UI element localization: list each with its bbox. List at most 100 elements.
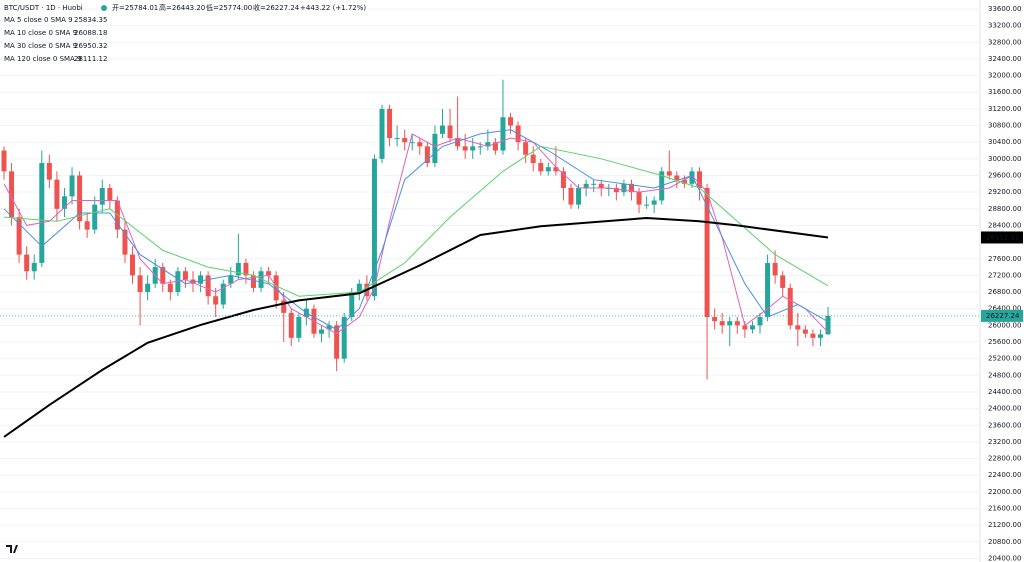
moving-average-line	[3, 129, 829, 331]
candle-body	[266, 271, 272, 276]
candle-body	[145, 283, 151, 293]
legend-name: MA 5 close 0 SMA 9	[4, 16, 73, 24]
candle-body	[636, 192, 642, 205]
last-price-badge	[981, 309, 1023, 322]
candle-body	[220, 283, 226, 305]
candle-body	[356, 283, 362, 293]
candle-body	[288, 312, 294, 338]
candle-body	[485, 142, 491, 147]
candle-body	[644, 204, 650, 206]
y-tick-label: 23600.00	[988, 421, 1021, 429]
candle-body	[500, 117, 506, 151]
candle-body	[674, 175, 680, 180]
y-tick-label: 22000.00	[988, 488, 1021, 496]
y-tick-label: 20400.00	[988, 554, 1021, 562]
candle-body	[190, 279, 196, 284]
candle-body	[795, 325, 801, 330]
y-tick-label: 33200.00	[988, 22, 1021, 30]
candle-body	[568, 187, 574, 205]
candle-body	[462, 146, 468, 151]
candle-body	[508, 117, 514, 126]
candle-body	[576, 187, 582, 205]
candle-body	[432, 133, 438, 164]
candle-body	[681, 179, 687, 184]
legend-value: 25834.35	[74, 16, 107, 24]
candle-body	[92, 204, 98, 230]
candle-body	[583, 183, 589, 188]
candle-body	[621, 183, 627, 193]
candle-body	[31, 262, 37, 272]
candle-body	[349, 292, 355, 318]
candle-body	[205, 275, 211, 297]
candle-body	[235, 262, 241, 276]
candle-body	[54, 179, 60, 209]
symbol: BTC/USDT · 1D · Huobi	[4, 4, 83, 12]
candle-body	[326, 325, 332, 330]
candle-body	[545, 167, 551, 172]
candle-body	[258, 271, 264, 288]
y-tick-label: 30000.00	[988, 155, 1021, 163]
candle-body	[341, 317, 347, 359]
ohlc-value: 高=26443.20	[159, 3, 205, 12]
candle-body	[538, 163, 544, 172]
ma-label: 28111.12	[986, 233, 1019, 241]
y-tick-label: 22400.00	[988, 471, 1021, 479]
candle-body	[46, 163, 52, 180]
candle-body	[99, 187, 105, 205]
candle-body	[757, 317, 763, 326]
status-dot	[101, 5, 107, 11]
candle-body	[61, 196, 67, 209]
candle-body	[689, 171, 695, 184]
y-tick-label: 32000.00	[988, 72, 1021, 80]
candle-body	[560, 171, 566, 188]
candle-body	[651, 200, 657, 205]
candle-body	[296, 317, 302, 338]
candle-body	[319, 329, 325, 334]
candle-body	[470, 146, 476, 151]
candle-body	[719, 321, 725, 326]
legend-name: MA 10 close 0 SMA 9	[4, 29, 77, 37]
candle-body	[727, 321, 733, 326]
y-tick-label: 23200.00	[988, 438, 1021, 446]
candle-body	[243, 262, 249, 276]
candle-body	[553, 167, 559, 172]
candle-body	[107, 187, 113, 201]
candle-body	[371, 158, 377, 297]
y-tick-label: 22800.00	[988, 455, 1021, 463]
candle-body	[160, 267, 166, 284]
legend-name: MA 120 close 0 SMA 9	[4, 55, 82, 63]
y-tick-label: 27200.00	[988, 271, 1021, 279]
candle-body	[417, 142, 423, 147]
candle-body	[281, 300, 287, 313]
y-tick-label: 21600.00	[988, 505, 1021, 513]
y-tick-label: 30800.00	[988, 122, 1021, 130]
candle-body	[455, 138, 461, 147]
candle-body	[666, 171, 672, 176]
ohlc-value: 开=25784.01	[112, 4, 158, 12]
tv-logo	[6, 545, 18, 553]
candle-body	[175, 271, 181, 293]
ohlc-value: 收=26227.24	[253, 3, 300, 12]
candle-body	[228, 275, 234, 284]
moving-average-line	[3, 145, 829, 297]
candle-body	[16, 217, 22, 255]
candle-body	[613, 187, 619, 193]
candle-body	[712, 317, 718, 322]
y-tick-label: 24800.00	[988, 371, 1021, 379]
y-tick-label: 24000.00	[988, 405, 1021, 413]
moving-average-line	[3, 133, 829, 335]
candle-body	[802, 329, 808, 334]
y-tick-label: 31200.00	[988, 105, 1021, 113]
candle-body	[213, 296, 219, 305]
candle-body	[780, 275, 786, 288]
moving-average-line	[3, 216, 829, 438]
candle-body	[69, 175, 75, 197]
legend-value: 26088.18	[74, 29, 107, 37]
candle-body	[167, 283, 173, 293]
y-tick-label: 28400.00	[988, 221, 1021, 229]
ohlc-value: 低=25774.00	[206, 3, 252, 12]
price-axis: 33600.00 33200.00 32800.00 32400.00 32000.00…	[981, 5, 1023, 562]
y-tick-label: 25200.00	[988, 355, 1021, 363]
candle-body	[810, 333, 816, 338]
